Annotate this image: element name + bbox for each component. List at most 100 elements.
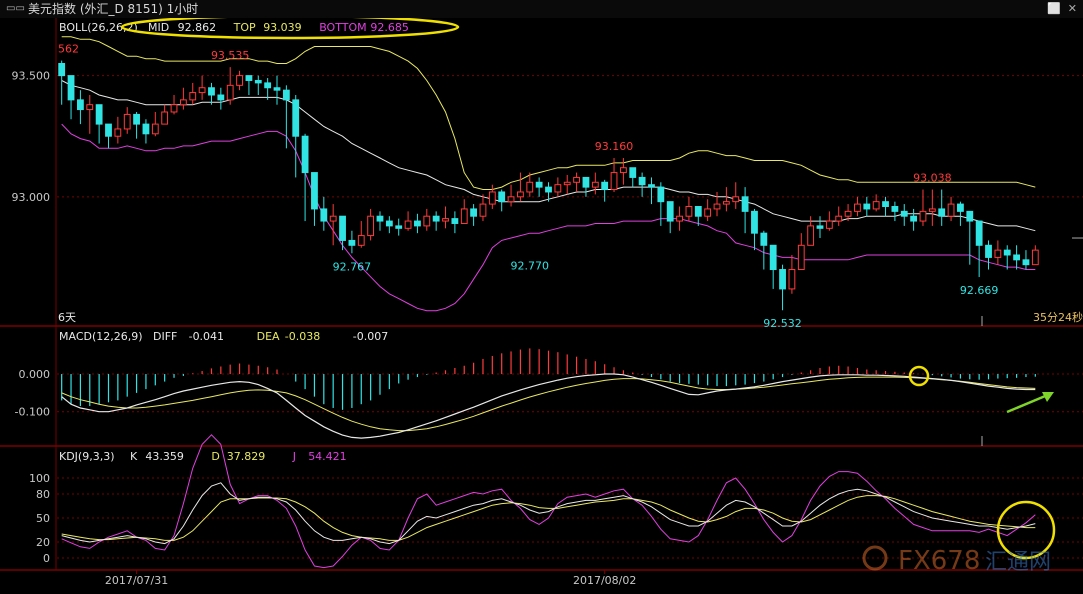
candle-body [86,104,94,111]
kdj-legend-key: D [211,450,219,463]
candle-body [545,186,552,193]
candle-body [854,203,861,212]
candle-body [722,201,730,205]
candle-body [788,269,796,290]
highlight-circle-legend [120,18,460,40]
candle-body [985,244,992,258]
watermark-text: FX678 [898,546,980,576]
price-annotation: 92.669 [960,284,999,297]
kdj-legend-key: J [292,450,296,463]
candle-body [385,220,393,227]
candle-body [526,181,534,193]
candle-body [95,104,103,125]
price-annotation: 92.767 [333,260,372,273]
candle-body [376,215,384,222]
candle-body [292,99,300,137]
macd-y-tick-label: -0.100 [15,406,50,419]
price-y-tick-label: 93.000 [12,191,51,204]
boll-legend-key: BOTTOM [319,21,366,34]
chart-canvas: 93.500 93.000 562 93.535 92.767 92.770 93.160 9… [0,18,1083,594]
candle-body [348,239,356,246]
candle-body [105,123,112,137]
candle-body [254,79,262,84]
kdj-k-line [61,482,1036,545]
boll-legend-value: 93.039 [263,21,302,34]
candle-body [563,181,571,186]
kdj-indicator-label: KDJ(9,3,3) [59,450,115,463]
candle-body [488,191,496,205]
candle-body [432,215,440,222]
price-y-tick-label: 93.500 [12,70,51,83]
candle-body [1003,249,1011,256]
kdj-y-tick-label: 0 [43,552,50,565]
candle-body [629,167,637,178]
highlight-circle-kdj [996,500,1056,560]
macd-dea-line [61,376,1036,432]
kdj-y-tick-label: 20 [36,536,50,549]
candle-body [357,235,365,246]
candle-body [282,89,290,101]
candle-body [226,84,234,101]
candle-body [414,220,421,227]
macd-legend-value: -0.041 [189,330,224,343]
price-annotation: 93.038 [913,172,952,185]
candle-body [123,113,131,130]
candle-body [676,215,683,222]
boll-top-line [61,36,1036,190]
watermark: FX678 汇通网 [862,545,1051,576]
candle-body [741,196,749,212]
candle-body [910,215,918,222]
candle-body [1013,254,1020,261]
restore-icon[interactable]: ⬜ [1047,2,1061,15]
x-tick-label: 2017/08/02 [573,574,636,587]
candle-body [779,269,786,290]
macd-indicator-label: MACD(12,26,9) [59,330,143,343]
candle-body [554,184,562,193]
candle-body [67,75,75,101]
candle-body [161,111,169,125]
chart-window-icon: ▭▭ [6,3,25,14]
candle-body [797,244,805,271]
candle-body [329,215,337,222]
candle-body [591,181,599,188]
candle-body [339,215,346,241]
kdj-y-tick-label: 100 [29,472,50,485]
candle-body [601,181,609,191]
candle-body [732,196,740,203]
macd-legend-key: DEA [257,330,280,343]
candle-body [264,82,272,89]
candle-body [236,75,243,86]
candle-body [994,249,1002,258]
candle-body [189,92,197,101]
candle-body [657,186,665,203]
candle-body [938,208,946,217]
close-icon[interactable]: ✕ [1067,2,1077,15]
candle-body [638,176,646,186]
candle-body [151,123,159,135]
candle-body [133,113,140,125]
boll-legend-key: MID [148,21,169,34]
candle-body [882,201,889,208]
kdj-y-tick-label: 50 [36,512,50,525]
candle-body [208,87,215,96]
countdown-label: 35分24秒 [1033,310,1083,324]
kdj-d-line [61,495,1036,541]
candle-body [919,210,927,222]
period-label: 6天 [58,311,76,324]
watermark-logo-icon [862,545,888,571]
boll-indicator-label: BOLL(26,26,2) [59,21,138,34]
candle-body [179,99,187,106]
candle-body [807,225,815,246]
candle-body [891,206,899,212]
candle-body [704,208,712,217]
candle-body [273,87,281,91]
candle-body [395,225,403,229]
trend-arrow-shaft [1006,392,1051,414]
candle-body [507,196,515,203]
kdj-legend-key: K [130,450,138,463]
candle-body [367,215,375,237]
candle-body [760,232,768,246]
macd-y-tick-label: 0.000 [19,368,51,381]
kdj-legend-value: 37.829 [227,450,265,463]
